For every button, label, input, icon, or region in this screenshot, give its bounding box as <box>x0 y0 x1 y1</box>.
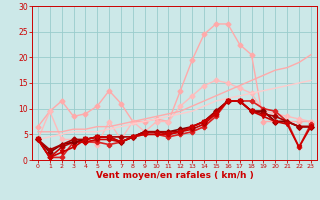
X-axis label: Vent moyen/en rafales ( km/h ): Vent moyen/en rafales ( km/h ) <box>96 171 253 180</box>
